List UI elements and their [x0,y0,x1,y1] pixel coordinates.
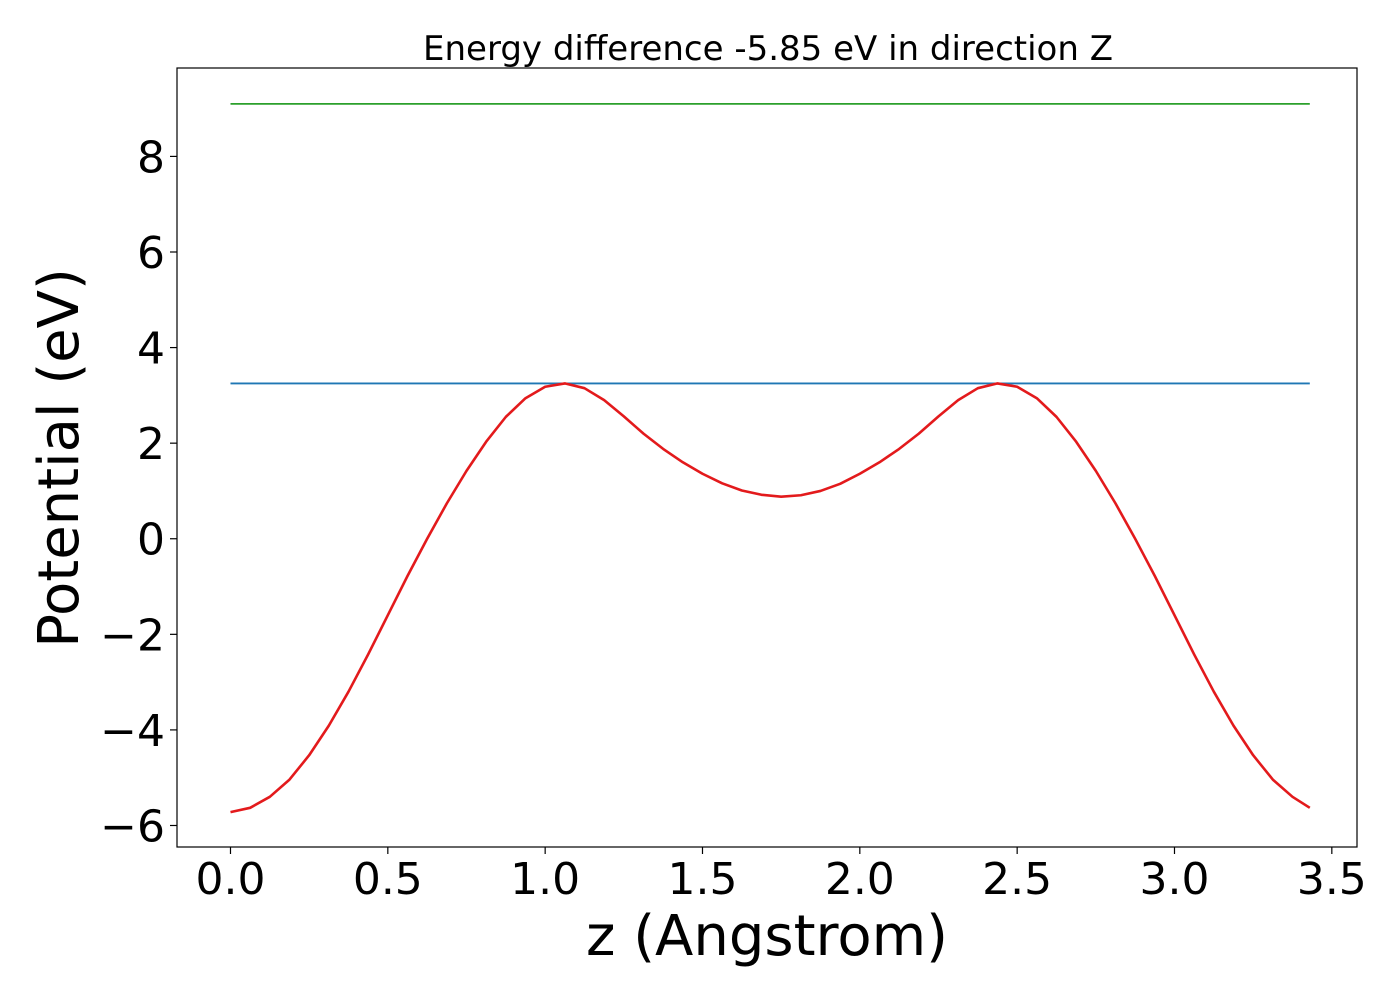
x-tick-label: 3.5 [1297,854,1367,905]
chart-title: Energy difference -5.85 eV in direction … [423,29,1113,69]
axes-frame [176,67,1358,848]
x-tick-label: 0.5 [353,854,423,905]
y-tick-label: 8 [137,132,165,183]
x-tick-label: 2.5 [982,854,1052,905]
x-tick-label: 1.5 [668,854,738,905]
x-tick-label: 2.0 [825,854,895,905]
x-tick-label: 1.0 [510,854,580,905]
y-ticks: −6 −4 −2 0 2 4 6 8 [100,132,177,852]
y-tick-label: 4 [137,324,165,375]
y-tick-label: 6 [137,228,165,279]
plot-area: 0.0 0.5 1.0 1.5 2.0 2.5 3.0 3.5 −6 −4 −2 0 2 4 6 8 [100,67,1367,905]
y-tick-label: 0 [137,515,165,566]
y-tick-label: −4 [100,706,165,757]
y-axis-label: Potential (eV) [27,268,92,648]
x-axis-label: z (Angstrom) [586,904,948,969]
x-ticks: 0.0 0.5 1.0 1.5 2.0 2.5 3.0 3.5 [196,847,1367,905]
y-tick-label: −6 [100,801,165,852]
x-tick-label: 3.0 [1140,854,1210,905]
series-line-3 [230,382,1311,814]
x-tick-label: 0.0 [196,854,266,905]
y-tick-label: 2 [137,419,165,470]
series-layer [230,102,1311,814]
y-tick-label: −2 [100,610,165,661]
